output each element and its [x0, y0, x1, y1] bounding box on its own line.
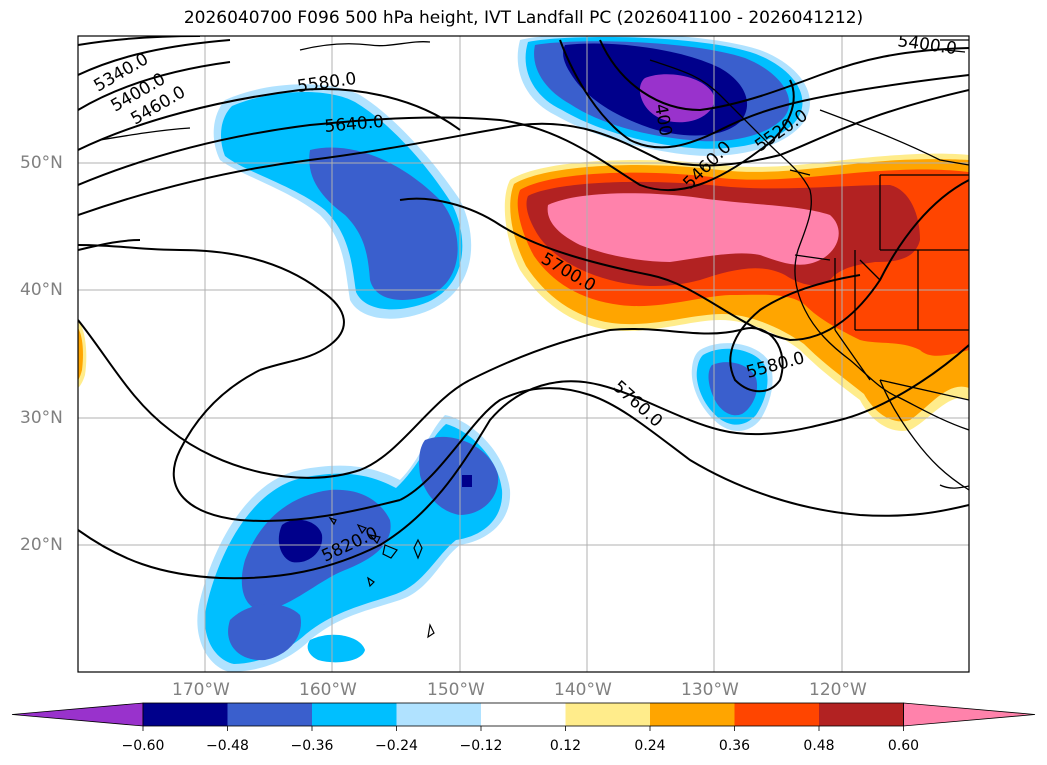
hawaiian-islands [328, 516, 435, 639]
colorbar-tick-label: 0.60 [887, 738, 920, 754]
lat-label-20n: 20°N [20, 535, 63, 555]
colorbar-tick-label: 0.48 [803, 738, 835, 754]
colorbar-tick-label: −0.24 [375, 738, 418, 754]
lon-label-120w: 120°W [809, 680, 867, 700]
map-frame [77, 35, 970, 673]
height-contours [78, 36, 969, 580]
lon-label-130w: 130°W [681, 680, 739, 700]
graticule [78, 36, 969, 672]
colorbar-tick-label: −0.36 [290, 738, 334, 754]
coastlines [99, 39, 969, 491]
lon-label-140w: 140°W [554, 680, 612, 700]
lat-label-40n: 40°N [20, 280, 63, 300]
lon-label-170w: 170°W [172, 680, 230, 700]
neg-anomaly-goa [517, 36, 810, 156]
map-field: 5340.0 5400.0 5460.0 5580.0 5640.0 5400.… [78, 36, 969, 672]
colorbar-tick-label: −0.12 [459, 738, 503, 754]
colorbar-tick-label: −0.60 [121, 738, 165, 754]
lon-label-150w: 150°W [427, 680, 485, 700]
lon-label-160w: 160°W [299, 680, 357, 700]
colorbar-tick-label: −0.48 [206, 738, 249, 754]
lat-label-50n: 50°N [20, 153, 63, 173]
colorbar-tick-label: 0.12 [549, 738, 582, 754]
lat-label-30n: 30°N [20, 408, 63, 428]
colorbar-tick-label: 0.24 [634, 738, 666, 754]
pos-anomaly-west-edge [78, 320, 87, 388]
colorbar-tick-label: 0.36 [718, 738, 751, 754]
map-title: 2026040700 F096 500 hPa height, IVT Land… [183, 8, 864, 28]
